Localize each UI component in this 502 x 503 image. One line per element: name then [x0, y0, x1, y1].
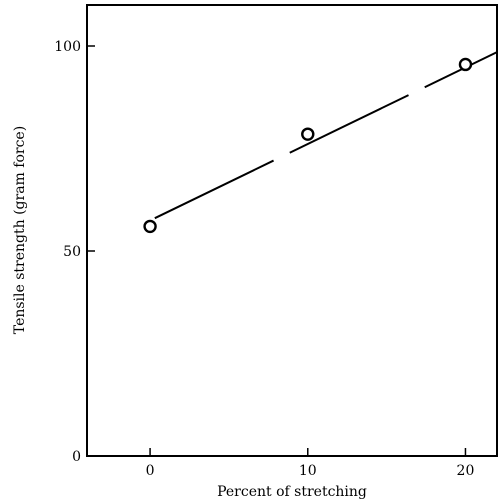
- y-axis-label: Tensile strength (gram force): [12, 126, 28, 334]
- data-point: [301, 127, 315, 141]
- y-tick-label: 0: [72, 449, 81, 465]
- data-points: [143, 57, 473, 234]
- x-tick-label: 10: [299, 463, 317, 479]
- y-axis-ticks: 0 50 100: [54, 39, 95, 465]
- y-tick-label: 100: [54, 39, 81, 55]
- x-axis-ticks: 0 10 20: [146, 448, 475, 479]
- x-axis-label: Percent of stretching: [217, 484, 367, 500]
- plot-frame: [86, 4, 498, 457]
- x-tick-label: 0: [146, 463, 155, 479]
- trend-line: [154, 51, 498, 220]
- data-point: [458, 57, 473, 72]
- x-tick-label: 20: [457, 463, 475, 479]
- data-point: [143, 219, 157, 234]
- y-tick-label: 50: [63, 244, 81, 260]
